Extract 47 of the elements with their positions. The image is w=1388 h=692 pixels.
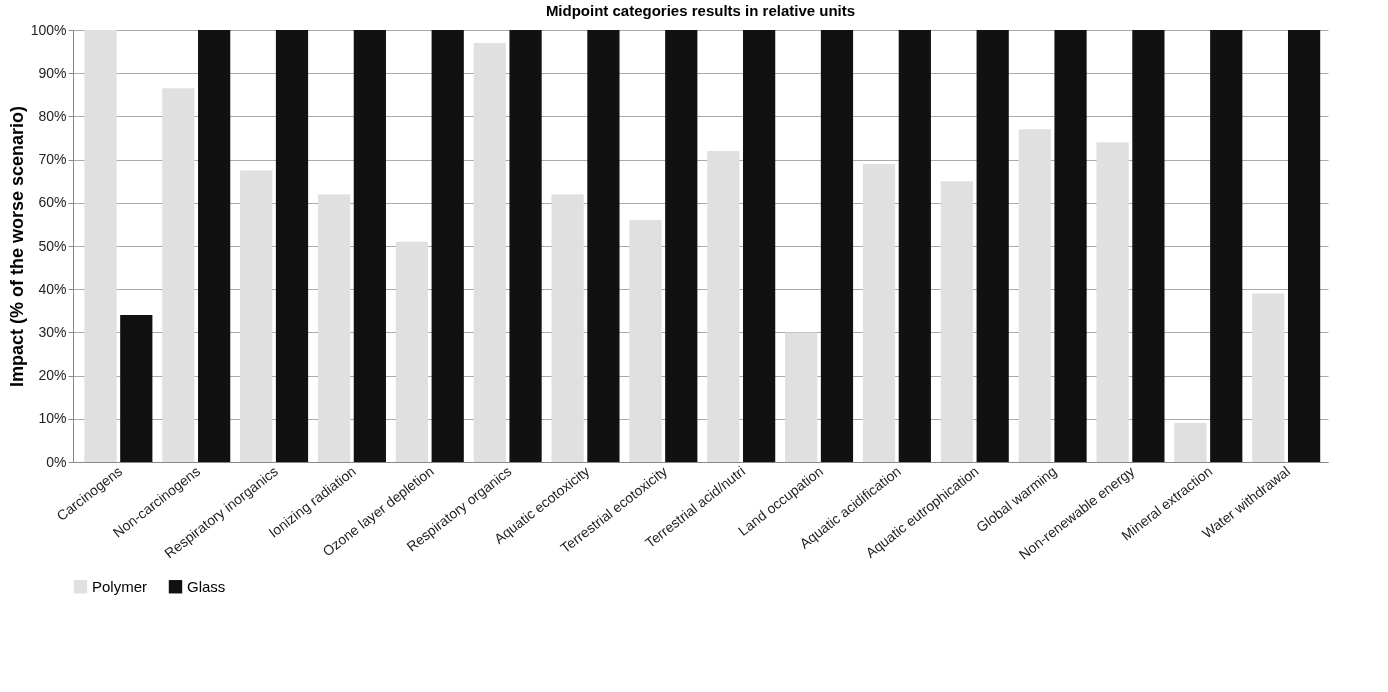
bar [862, 163, 896, 462]
bar [898, 30, 931, 462]
bar [940, 181, 973, 462]
y-tick-label: 50% [38, 237, 67, 254]
y-tick-label: 60% [38, 194, 67, 211]
y-tick-label: 90% [38, 64, 67, 81]
bar [551, 194, 584, 462]
legend-label: Glass [187, 577, 226, 595]
bar [707, 150, 740, 462]
bar [473, 42, 506, 462]
bar [1252, 293, 1285, 462]
bar [317, 194, 351, 462]
y-tick-label: 70% [38, 151, 67, 168]
bar [198, 30, 231, 462]
bar [976, 30, 1009, 462]
legend-label: Polymer [92, 577, 148, 595]
bar [509, 30, 542, 462]
bar [1210, 30, 1243, 462]
bar [353, 30, 386, 462]
bar [1132, 30, 1165, 462]
bar [820, 30, 854, 462]
bar [1174, 423, 1207, 462]
y-tick-label: 40% [38, 280, 67, 297]
y-tick-label: 10% [38, 410, 67, 427]
y-tick-label: 80% [38, 107, 67, 124]
bar [120, 315, 153, 462]
bar [240, 170, 273, 462]
y-tick-label: 0% [46, 453, 67, 470]
y-tick-label: 100% [30, 21, 67, 38]
chart-title: Midpoint categories results in relative units [545, 2, 856, 19]
bar [431, 30, 464, 462]
bar [84, 30, 117, 462]
bar [629, 220, 662, 462]
bar [1018, 129, 1051, 462]
bar [743, 30, 776, 462]
bar [275, 30, 309, 462]
bar [785, 332, 818, 462]
y-tick-label: 30% [38, 323, 67, 340]
bar [1054, 30, 1087, 462]
bar [395, 241, 429, 462]
bar [1287, 30, 1321, 462]
bar [587, 30, 620, 462]
y-tick-label: 20% [38, 367, 67, 384]
bar [665, 30, 698, 462]
bar [162, 88, 195, 462]
bar [1096, 142, 1129, 462]
y-axis-title: Impact (% of the worse scenario) [6, 105, 27, 388]
